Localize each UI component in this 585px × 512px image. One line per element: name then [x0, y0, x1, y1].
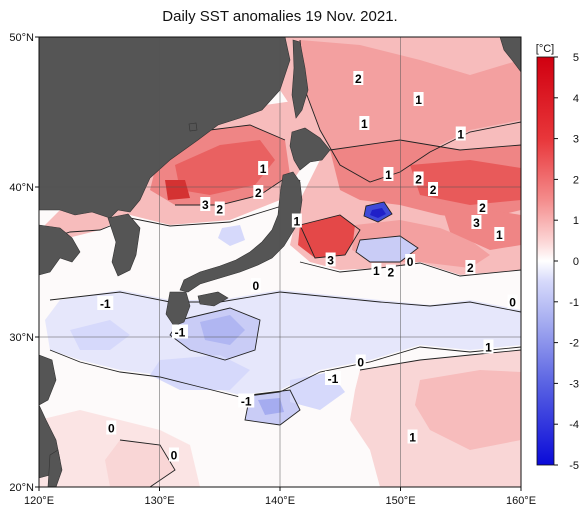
- lon-tick-label: 160°E: [506, 495, 536, 507]
- contour-label-box: [258, 161, 269, 175]
- contour-label: 1: [373, 264, 380, 278]
- colorbar-tick-label: 4: [573, 93, 579, 105]
- colorbar-ticks: 5 4 3 2 1 0 -1 -2 -3 -4 -5: [554, 52, 579, 472]
- contour-label-box: [353, 71, 364, 85]
- colorbar: [°C] 5 4 3 2 1 0 -1 -2 -3 -4 -5: [536, 43, 579, 472]
- contour-label-box: [253, 185, 264, 199]
- colorbar-tick-label: 3: [573, 134, 579, 146]
- contour-label-box: [106, 420, 117, 435]
- contour-label-box: [171, 324, 188, 339]
- contour-label: 1: [415, 93, 422, 107]
- map-title: Daily SST anomalies 19 Nov. 2021.: [162, 8, 398, 25]
- contour-label: 3: [202, 198, 209, 212]
- contour-label-box: [325, 252, 336, 267]
- contour-label-box: [371, 263, 382, 277]
- lon-tick-label: 120°E: [24, 495, 54, 507]
- contour-label: 2: [216, 203, 223, 217]
- colorbar-tick-label: 2: [573, 174, 579, 186]
- contour-label: -1: [328, 372, 339, 386]
- contour-label-box: [359, 116, 370, 130]
- contour-label-box: [455, 126, 466, 141]
- lon-tick-label: 130°E: [144, 495, 174, 507]
- contour-label: 2: [355, 72, 362, 86]
- contour-label-box: [383, 167, 394, 181]
- contour-label-box: [465, 260, 476, 274]
- lat-tick-label: 40°N: [9, 182, 34, 194]
- contour-label: 2: [430, 183, 437, 197]
- contour-label-box: [471, 215, 482, 229]
- contour-label: 2: [415, 173, 422, 187]
- contour-label: 2: [530, 233, 537, 247]
- contour-label: 2: [479, 201, 486, 215]
- contour-label-box: [477, 200, 488, 214]
- colorbar-tick-label: -3: [569, 378, 579, 390]
- colorbar-tick-label: 0: [573, 256, 579, 268]
- contour-label-box: [200, 197, 211, 211]
- contour-label: 1: [409, 431, 416, 445]
- contour-label-box: [413, 92, 424, 106]
- lat-tick-label: 30°N: [9, 332, 34, 344]
- contour-label-box: [483, 339, 494, 354]
- contour-label: 0: [253, 279, 260, 293]
- colorbar-scale: [536, 56, 555, 466]
- colorbar-tick-label: -2: [569, 338, 579, 350]
- contour-label: 0: [171, 449, 178, 463]
- colorbar-unit: [°C]: [536, 43, 554, 55]
- contour-label: 1: [496, 228, 503, 242]
- contour-label: -1: [175, 326, 186, 340]
- contour-label-box: [528, 232, 538, 246]
- contour-label: 1: [361, 117, 368, 131]
- contour-label: -1: [241, 395, 252, 409]
- contour-label-box: [168, 447, 179, 462]
- contour-label-box: [355, 354, 366, 369]
- contour-label: 3: [473, 216, 480, 230]
- contour-label-box: [250, 278, 261, 292]
- contour-label: 2: [255, 186, 262, 200]
- contour-label-box: [291, 213, 302, 228]
- contour-label: 0: [407, 255, 414, 269]
- contour-label-box: [407, 429, 418, 444]
- contour-label-box: [494, 227, 505, 241]
- contour-label-box: [385, 264, 396, 279]
- lat-tick-label: 50°N: [9, 32, 34, 44]
- contour-label-box: [97, 296, 114, 310]
- contour-label: 1: [457, 128, 464, 142]
- graticule: [39, 37, 521, 487]
- contour-label: 0: [357, 356, 364, 370]
- lon-tick-label: 150°E: [385, 495, 415, 507]
- contour-label: 2: [388, 266, 395, 280]
- colorbar-tick-label: -1: [569, 297, 579, 309]
- contour-label-box: [214, 201, 225, 216]
- contour-label: 1: [385, 168, 392, 182]
- contour-label: -1: [100, 297, 111, 311]
- contour-label-box: [325, 371, 342, 385]
- contour-label: 2: [467, 261, 474, 275]
- colorbar-tick-label: 5: [573, 52, 579, 64]
- contour-label-box: [405, 254, 416, 268]
- contour-label: 1: [485, 341, 492, 355]
- contour-label: 3: [327, 254, 334, 268]
- contour-label: 1: [260, 162, 267, 176]
- colorbar-tick-label: -5: [569, 460, 579, 472]
- contour-label-box: [507, 294, 518, 309]
- contour-label: 0: [108, 422, 115, 436]
- contour-label: 0: [509, 296, 516, 310]
- axis-layer: 120°E 130°E 140°E 150°E 160°E 50°N 40°N 30°N 20°…: [9, 32, 536, 507]
- contour-label: 1: [294, 215, 301, 229]
- contour-label-box: [238, 393, 255, 408]
- contour-label-box: [428, 182, 439, 196]
- lat-tick-label: 20°N: [9, 482, 34, 494]
- colorbar-tick-label: -4: [569, 419, 579, 431]
- colorbar-tick-label: 1: [573, 215, 579, 227]
- land-mask: [39, 37, 521, 487]
- contour-label-box: [413, 171, 424, 186]
- lon-tick-label: 140°E: [265, 495, 295, 507]
